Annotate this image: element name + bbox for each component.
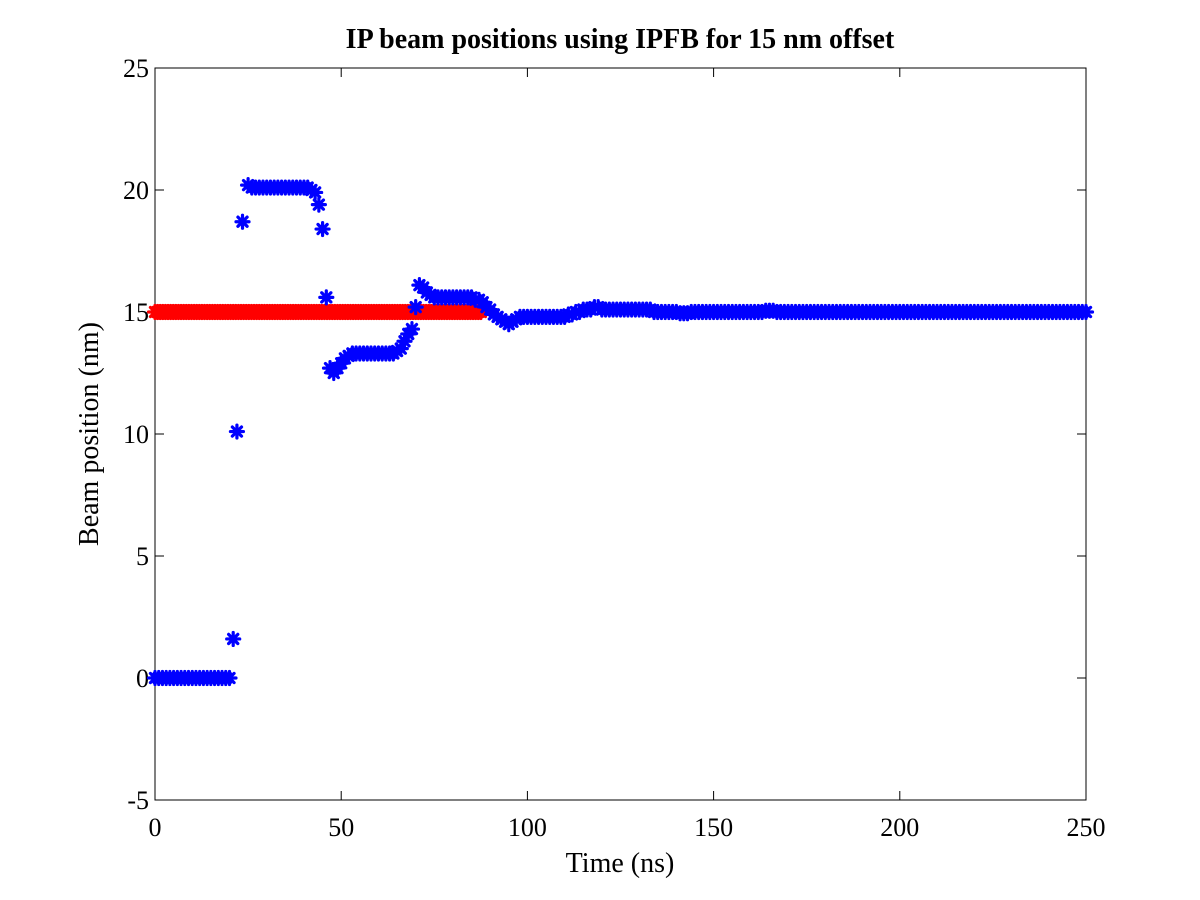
y-tick-label: 5 [136,542,149,571]
data-point [307,184,324,201]
x-axis-label: Time (ns) [566,848,675,879]
plot-frame [154,67,1087,801]
x-tick-label: 100 [508,813,547,842]
y-tick-label: 0 [136,664,149,693]
y-axis-ticks: -5 0 5 10 15 20 25 [123,54,1086,815]
series-1 [146,303,489,321]
data-point [318,289,335,306]
x-tick-label: 50 [328,813,354,842]
y-tick-label: -5 [127,786,149,815]
x-tick-label: 250 [1067,813,1106,842]
x-axis-ticks: 0 50 100 150 200 250 [149,68,1106,842]
data-point [225,630,242,648]
y-tick-label: 20 [123,176,149,205]
data-point [221,669,238,687]
y-tick-label: 15 [123,298,149,327]
y-tick-label: 10 [123,420,149,449]
series-2 [146,177,1095,687]
data-point [234,213,251,230]
data-point [228,423,246,440]
data-point [407,299,424,316]
x-tick-label: 200 [880,813,919,842]
x-tick-label: 150 [694,813,733,842]
chart-title: IP beam positions using IPFB for 15 nm o… [346,24,895,55]
data-point [314,220,331,238]
data-point [310,196,327,213]
data-point [1077,303,1095,321]
series-layer [146,177,1095,687]
y-axis-label: Beam position (nm) [74,322,105,546]
x-tick-label: 0 [149,813,162,842]
y-tick-label: 25 [123,54,149,83]
data-point [403,320,421,338]
